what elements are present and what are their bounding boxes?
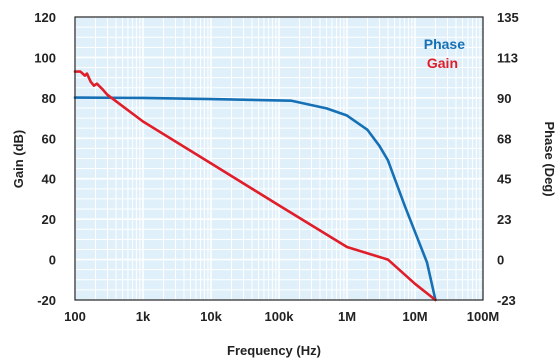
plot-frame	[74, 16, 484, 301]
y-right-tick-label: 23	[497, 212, 511, 227]
x-tick-label: 10M	[402, 309, 427, 324]
grid-lines	[74, 16, 483, 301]
x-tick-label: 100M	[467, 309, 500, 324]
y-right-tick-label: -23	[497, 293, 516, 308]
series-layer	[73, 70, 437, 302]
x-tick-label: 1M	[338, 309, 356, 324]
y-left-tick-label: 120	[34, 10, 56, 25]
y-right-tick-label: 90	[497, 91, 511, 106]
y-left-tick-label: 100	[34, 50, 56, 65]
y-right-tick-label: 113	[497, 50, 518, 65]
x-tick-label: 1k	[136, 309, 151, 324]
series-line-gain	[73, 70, 437, 302]
y-axis-right-title: Phase (Deg)	[542, 121, 557, 196]
y-left-tick-label: 60	[42, 131, 56, 146]
x-tick-label: 10k	[200, 309, 222, 324]
legend-phase: Phase	[424, 36, 465, 52]
y-left-tick-label: 0	[49, 253, 56, 268]
x-tick-label: 100k	[265, 309, 295, 324]
y-left-tick-label: 80	[42, 91, 56, 106]
x-tick-label: 100	[64, 309, 86, 324]
y-left-tick-label: -20	[37, 293, 56, 308]
y-left-tick-label: 40	[42, 172, 56, 187]
y-right-tick-label: 45	[497, 172, 511, 187]
tick-labels: 100 1k 10k 100k 1M 10M 100M -20 0 20 40 60 80 100 120 -…	[34, 10, 518, 324]
y-right-tick-label: 68	[497, 131, 511, 146]
legend-gain: Gain	[427, 55, 458, 71]
y-left-tick-label: 20	[42, 212, 56, 227]
y-right-tick-label: 0	[497, 253, 504, 268]
y-axis-left-title: Gain (dB)	[11, 130, 26, 189]
series-line-phase	[73, 96, 437, 302]
x-axis-title: Frequency (Hz)	[227, 343, 321, 358]
y-right-tick-label: 135	[497, 10, 519, 25]
